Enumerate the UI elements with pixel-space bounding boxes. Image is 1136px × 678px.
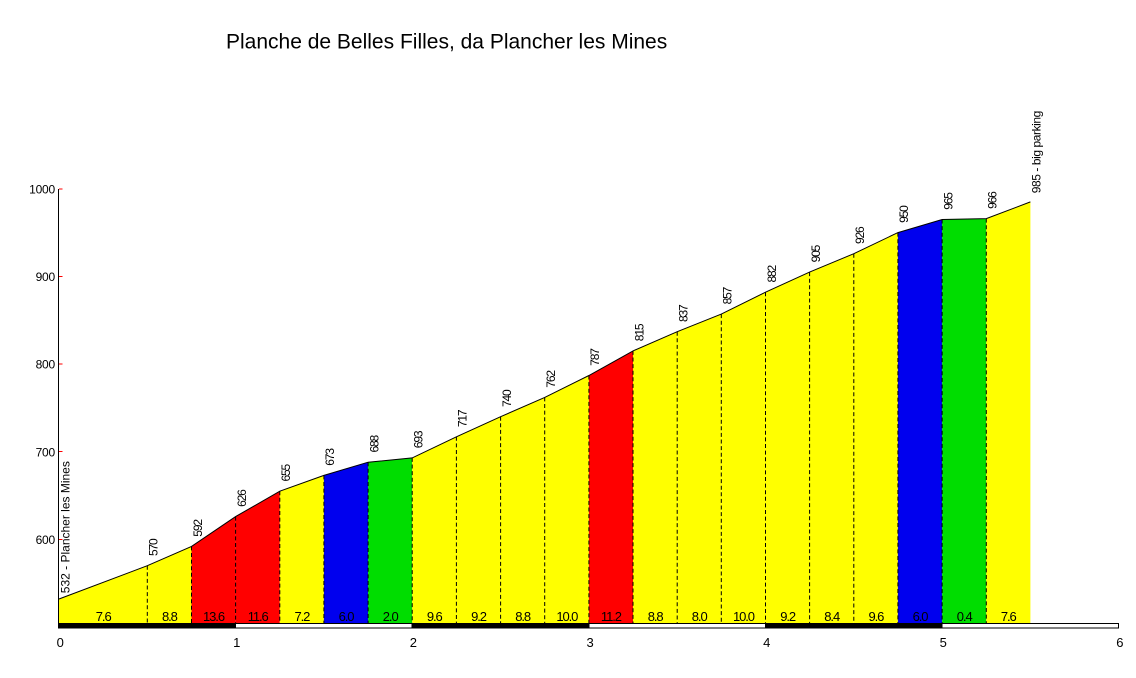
svg-text:740: 740 [500,389,514,407]
svg-text:570: 570 [147,538,161,556]
svg-text:6.0: 6.0 [913,609,929,624]
svg-text:688: 688 [367,434,381,452]
svg-text:966: 966 [986,191,1000,209]
svg-text:800: 800 [36,358,56,372]
svg-text:532 - Plancher les Mines: 532 - Plancher les Mines [58,461,72,593]
svg-text:2.0: 2.0 [383,609,399,624]
svg-text:0: 0 [57,635,64,650]
svg-text:2: 2 [410,635,417,650]
svg-text:600: 600 [36,533,56,547]
svg-text:7.6: 7.6 [1001,609,1017,624]
svg-text:673: 673 [323,448,337,466]
svg-text:926: 926 [853,226,867,244]
svg-text:950: 950 [897,205,911,223]
svg-text:6.0: 6.0 [339,609,355,624]
svg-text:13.6: 13.6 [203,609,225,624]
svg-text:882: 882 [765,264,779,282]
svg-text:1: 1 [233,635,240,650]
svg-text:700: 700 [36,445,56,459]
svg-text:8.0: 8.0 [692,609,708,624]
svg-text:655: 655 [279,463,293,481]
svg-text:Planche de Belles Filles, da P: Planche de Belles Filles, da Plancher le… [226,30,667,53]
svg-text:9.2: 9.2 [780,609,796,624]
svg-text:11.6: 11.6 [248,609,269,624]
svg-text:8.8: 8.8 [162,609,178,624]
svg-text:5: 5 [940,635,947,650]
svg-text:4: 4 [763,635,770,650]
svg-text:7.2: 7.2 [295,609,311,624]
svg-text:815: 815 [632,323,646,341]
svg-text:6: 6 [1116,635,1123,650]
svg-text:7.6: 7.6 [96,609,112,624]
svg-text:985 - big parking: 985 - big parking [1030,111,1044,193]
svg-text:693: 693 [412,430,426,448]
svg-text:762: 762 [544,370,558,388]
svg-text:717: 717 [456,409,470,427]
svg-text:9.2: 9.2 [471,609,487,624]
svg-text:857: 857 [721,286,735,304]
svg-text:3: 3 [586,635,593,650]
svg-text:9.6: 9.6 [869,609,885,624]
svg-text:965: 965 [941,192,955,210]
svg-text:592: 592 [191,519,205,537]
svg-text:8.8: 8.8 [515,609,531,624]
svg-text:10.0: 10.0 [733,609,755,624]
svg-text:11.2: 11.2 [601,609,622,624]
svg-text:8.4: 8.4 [824,609,840,624]
svg-text:787: 787 [588,348,602,366]
svg-text:0.4: 0.4 [957,609,973,624]
svg-text:900: 900 [36,270,56,284]
svg-text:905: 905 [809,244,823,262]
svg-text:8.8: 8.8 [648,609,664,624]
svg-text:626: 626 [235,489,249,507]
svg-text:10.0: 10.0 [556,609,578,624]
svg-text:9.6: 9.6 [427,609,443,624]
svg-text:837: 837 [677,304,691,322]
svg-text:1000: 1000 [29,182,55,196]
